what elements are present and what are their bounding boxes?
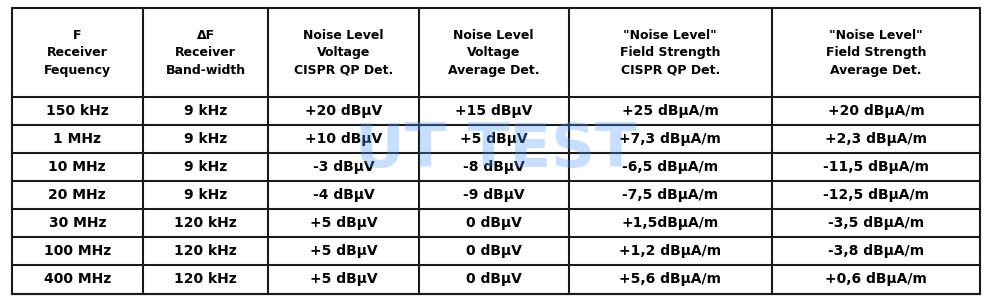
Text: 100 MHz: 100 MHz xyxy=(44,244,111,259)
Text: -3,5 dBμA/m: -3,5 dBμA/m xyxy=(828,216,925,230)
Text: -9 dBμV: -9 dBμV xyxy=(462,188,525,202)
Text: ΔF
Receiver
Band-width: ΔF Receiver Band-width xyxy=(166,29,246,77)
Text: -7,5 dBμA/m: -7,5 dBμA/m xyxy=(622,188,718,202)
Text: 9 kHz: 9 kHz xyxy=(184,160,227,174)
Text: 120 kHz: 120 kHz xyxy=(175,216,237,230)
Text: +0,6 dBμA/m: +0,6 dBμA/m xyxy=(825,272,927,287)
Text: 9 kHz: 9 kHz xyxy=(184,188,227,202)
Text: -6,5 dBμA/m: -6,5 dBμA/m xyxy=(622,160,718,174)
Text: 150 kHz: 150 kHz xyxy=(46,104,109,118)
Text: "Noise Level"
Field Strength
Average Det.: "Noise Level" Field Strength Average Det… xyxy=(825,29,927,77)
Text: F
Receiver
Fequency: F Receiver Fequency xyxy=(44,29,111,77)
Text: -12,5 dBμA/m: -12,5 dBμA/m xyxy=(823,188,930,202)
Text: +25 dBμA/m: +25 dBμA/m xyxy=(622,104,719,118)
Text: +1,5dBμA/m: +1,5dBμA/m xyxy=(622,216,719,230)
Text: -11,5 dBμA/m: -11,5 dBμA/m xyxy=(823,160,930,174)
Text: 1 MHz: 1 MHz xyxy=(54,132,101,146)
Text: +5,6 dBμA/m: +5,6 dBμA/m xyxy=(619,272,721,287)
Text: +5 dBμV: +5 dBμV xyxy=(310,272,377,287)
Text: 30 MHz: 30 MHz xyxy=(49,216,106,230)
Text: 10 MHz: 10 MHz xyxy=(49,160,106,174)
Text: -4 dBμV: -4 dBμV xyxy=(312,188,374,202)
Text: 120 kHz: 120 kHz xyxy=(175,272,237,287)
Text: 0 dBμV: 0 dBμV xyxy=(465,272,522,287)
Text: 0 dBμV: 0 dBμV xyxy=(465,244,522,259)
Text: +7,3 dBμA/m: +7,3 dBμA/m xyxy=(619,132,721,146)
Text: +1,2 dBμA/m: +1,2 dBμA/m xyxy=(619,244,721,259)
Text: Noise Level
Voltage
CISPR QP Det.: Noise Level Voltage CISPR QP Det. xyxy=(294,29,393,77)
Text: +5 dBμV: +5 dBμV xyxy=(459,132,528,146)
Text: -3 dBμV: -3 dBμV xyxy=(312,160,374,174)
Text: +5 dBμV: +5 dBμV xyxy=(310,244,377,259)
Text: "Noise Level"
Field Strength
CISPR QP Det.: "Noise Level" Field Strength CISPR QP De… xyxy=(620,29,720,77)
Text: 0 dBμV: 0 dBμV xyxy=(465,216,522,230)
Text: UT TEST: UT TEST xyxy=(355,121,637,181)
Text: +20 dBμA/m: +20 dBμA/m xyxy=(827,104,925,118)
Text: 9 kHz: 9 kHz xyxy=(184,104,227,118)
Text: +10 dBμV: +10 dBμV xyxy=(305,132,382,146)
Text: +2,3 dBμA/m: +2,3 dBμA/m xyxy=(825,132,927,146)
Text: 400 MHz: 400 MHz xyxy=(44,272,111,287)
Text: 9 kHz: 9 kHz xyxy=(184,132,227,146)
Text: +15 dBμV: +15 dBμV xyxy=(455,104,533,118)
Text: +20 dBμV: +20 dBμV xyxy=(305,104,382,118)
Text: 120 kHz: 120 kHz xyxy=(175,244,237,259)
Text: 20 MHz: 20 MHz xyxy=(49,188,106,202)
Text: Noise Level
Voltage
Average Det.: Noise Level Voltage Average Det. xyxy=(447,29,540,77)
Text: -8 dBμV: -8 dBμV xyxy=(462,160,525,174)
Text: +5 dBμV: +5 dBμV xyxy=(310,216,377,230)
Text: -3,8 dBμA/m: -3,8 dBμA/m xyxy=(828,244,925,259)
